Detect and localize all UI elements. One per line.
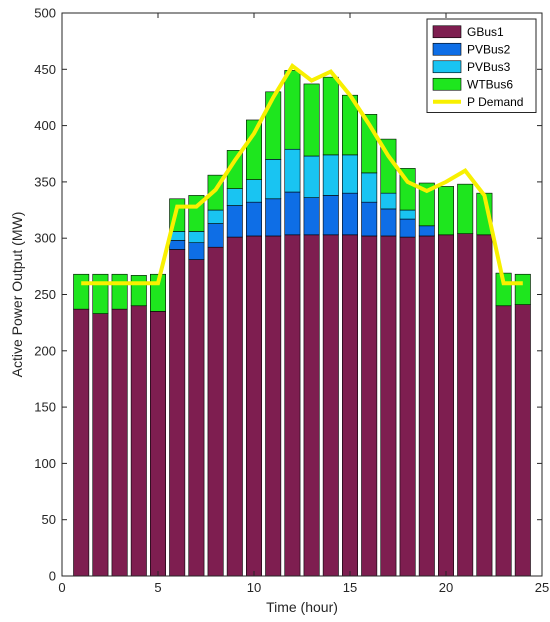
- bar-wtbus6-hour-1: [73, 273, 90, 310]
- legend-label-wtbus6: WTBus6: [467, 77, 513, 91]
- bar-gbus1-hour-13: [303, 234, 320, 577]
- bar-pvbus3-hour-9: [226, 188, 243, 206]
- bar-pvbus2-hour-17: [380, 208, 397, 237]
- bar-gbus1-hour-2: [92, 313, 109, 577]
- x-tick-label: 10: [247, 580, 261, 595]
- bar-gbus1-hour-14: [322, 234, 339, 577]
- bar-wtbus6-hour-14: [322, 76, 339, 156]
- legend-label-gbus1: GBus1: [467, 25, 504, 39]
- x-tick-label: 20: [439, 580, 453, 595]
- y-tick-label: 0: [49, 569, 56, 584]
- bar-pvbus2-hour-9: [226, 205, 243, 238]
- bar-pvbus2-hour-18: [399, 218, 416, 238]
- bar-pvbus2-hour-14: [322, 195, 339, 236]
- bar-gbus1-hour-15: [342, 234, 358, 577]
- legend-label-pvbus2: PVBus2: [467, 42, 511, 56]
- bar-pvbus2-hour-11: [265, 198, 282, 237]
- legend: GBus1 PVBus2 PVBus3 WTBus6 P Demand: [426, 18, 537, 113]
- legend-label-p-demand: P Demand: [467, 95, 523, 109]
- bar-pvbus3-hour-18: [399, 209, 416, 220]
- bar-pvbus3-hour-12: [284, 148, 301, 193]
- bar-pvbus3-hour-13: [303, 155, 320, 198]
- bar-gbus1-hour-4: [130, 305, 147, 577]
- bar-gbus1-hour-23: [495, 305, 512, 577]
- y-tick-label: 450: [34, 62, 56, 77]
- x-tick-label: 25: [535, 580, 549, 595]
- bar-gbus1-hour-7: [188, 259, 205, 577]
- bar-pvbus2-hour-7: [188, 242, 205, 260]
- x-tick-label: 0: [58, 580, 65, 595]
- bar-pvbus3-hour-17: [380, 192, 397, 210]
- demand-line: [81, 62, 523, 286]
- bar-wtbus6-hour-4: [130, 275, 147, 307]
- x-axis-label: Time (hour): [266, 599, 338, 615]
- y-axis: 0 50 100 150 200 250 300 350 400 450 500: [34, 6, 542, 584]
- bar-wtbus6-hour-10: [246, 119, 262, 180]
- bar-pvbus3-hour-14: [322, 154, 339, 196]
- x-tick-label: 5: [154, 580, 161, 595]
- bar-pvbus3-hour-10: [246, 179, 262, 203]
- demand-line-group: [81, 62, 523, 286]
- y-tick-label: 300: [34, 231, 56, 246]
- bar-pvbus3-hour-7: [188, 231, 205, 244]
- bar-pvbus2-hour-15: [342, 192, 358, 236]
- bar-gbus1-hour-3: [111, 308, 128, 577]
- y-tick-label: 150: [34, 400, 56, 415]
- bar-gbus1-hour-18: [399, 236, 416, 577]
- y-tick-label: 200: [34, 343, 56, 358]
- x-axis: 0 5 10 15 20 25: [58, 13, 549, 595]
- y-tick-label: 250: [34, 287, 56, 302]
- y-tick-label: 50: [42, 512, 56, 527]
- legend-swatch-pvbus2: [432, 42, 462, 56]
- bar-gbus1-hour-20: [438, 234, 454, 577]
- legend-label-pvbus3: PVBus3: [467, 60, 511, 74]
- bar-gbus1-hour-17: [380, 235, 397, 577]
- bar-wtbus6-hour-2: [92, 273, 109, 314]
- legend-swatch-gbus1: [432, 25, 462, 39]
- bar-gbus1-hour-19: [418, 235, 435, 577]
- bar-gbus1-hour-6: [169, 249, 186, 577]
- legend-swatch-pvbus3: [432, 60, 462, 74]
- y-tick-label: 500: [34, 6, 56, 21]
- bar-wtbus6-hour-19: [418, 182, 435, 227]
- bar-pvbus2-hour-13: [303, 197, 320, 236]
- bar-pvbus2-hour-6: [169, 240, 186, 250]
- bar-wtbus6-hour-20: [438, 186, 454, 236]
- bar-gbus1-hour-1: [73, 308, 90, 577]
- y-tick-label: 350: [34, 174, 56, 189]
- bar-wtbus6-hour-11: [265, 91, 282, 160]
- bar-gbus1-hour-9: [226, 236, 243, 577]
- bar-pvbus3-hour-11: [265, 159, 282, 200]
- bar-gbus1-hour-8: [207, 246, 224, 577]
- bar-pvbus2-hour-8: [207, 223, 224, 248]
- bar-wtbus6-hour-12: [284, 70, 301, 150]
- bar-pvbus2-hour-16: [361, 201, 378, 237]
- y-tick-label: 400: [34, 118, 56, 133]
- bar-wtbus6-hour-3: [111, 273, 128, 310]
- bar-pvbus3-hour-15: [342, 154, 358, 194]
- x-tick-label: 15: [343, 580, 357, 595]
- y-tick-label: 100: [34, 456, 56, 471]
- bar-pvbus2-hour-10: [246, 201, 262, 237]
- bar-pvbus2-hour-12: [284, 191, 301, 236]
- bar-pvbus3-hour-16: [361, 172, 378, 203]
- bar-wtbus6-hour-21: [457, 183, 474, 234]
- bar-gbus1-hour-24: [514, 304, 531, 577]
- bar-gbus1-hour-22: [476, 234, 493, 577]
- bar-gbus1-hour-11: [265, 235, 282, 577]
- y-axis-label: Active Power Output (MW): [9, 212, 25, 378]
- bar-gbus1-hour-10: [246, 235, 262, 577]
- bar-gbus1-hour-16: [361, 235, 378, 577]
- bar-wtbus6-hour-24: [514, 273, 531, 305]
- bar-gbus1-hour-5: [150, 311, 166, 577]
- legend-swatch-wtbus6: [432, 77, 462, 91]
- bar-gbus1-hour-12: [284, 234, 301, 577]
- bar-gbus1-hour-21: [457, 233, 474, 577]
- bar-pvbus3-hour-8: [207, 209, 224, 224]
- bar-pvbus2-hour-19: [418, 225, 435, 237]
- bar-wtbus6-hour-13: [303, 83, 320, 157]
